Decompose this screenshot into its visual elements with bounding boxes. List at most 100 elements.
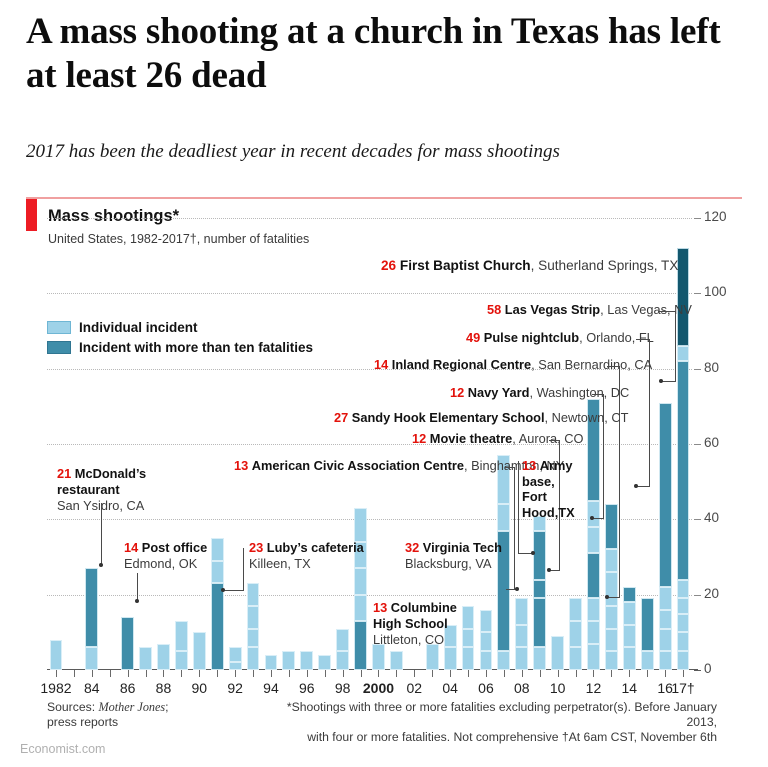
bar-1982[interactable] (49, 639, 63, 670)
leader-lubys-v (243, 548, 244, 590)
chart-title: Mass shootings* (48, 207, 180, 225)
gridline-60 (47, 444, 692, 446)
bar-1995[interactable] (282, 651, 296, 670)
bar-2010[interactable] (551, 636, 565, 670)
bar-1988[interactable] (157, 643, 170, 670)
annotation-value-movie-theatre: 12 (412, 431, 427, 446)
bar-1998[interactable] (336, 628, 350, 670)
x-axis-tick-1992 (235, 670, 237, 677)
annotation-inland-regional: 14 Inland Regional Centre, San Bernardin… (374, 357, 652, 373)
bar-segment-1989-0 (174, 651, 188, 670)
annotation-value-pulse: 49 (466, 330, 481, 345)
x-axis-tick-2015 (647, 670, 649, 677)
bar-segment-1988-0 (157, 643, 170, 670)
bar-2001[interactable] (389, 651, 403, 670)
bar-segment-2013-1 (604, 628, 618, 652)
x-axis-tick-2010 (557, 670, 559, 677)
bar-2015[interactable] (640, 598, 654, 670)
annotation-first-baptist: 26 First Baptist Church, Sutherland Spri… (381, 258, 678, 274)
annotation-pulse: 49 Pulse nightclub, Orlando, FL (466, 330, 654, 346)
bar-2003[interactable] (425, 643, 439, 670)
bar-2013[interactable] (604, 504, 618, 670)
x-axis-label-1982: 1982 (40, 680, 72, 696)
leader-inland-v (619, 366, 620, 597)
bar-2017[interactable] (676, 248, 690, 670)
bar-1989[interactable] (174, 621, 188, 670)
bar-2014[interactable] (622, 587, 636, 670)
bar-1996[interactable] (300, 651, 314, 670)
bar-1984[interactable] (85, 568, 99, 670)
bar-segment-2017-2 (676, 613, 690, 633)
legend-label-individual: Individual incident (79, 320, 198, 335)
leader-movie-v (559, 440, 560, 570)
bar-segment-2008-1 (515, 624, 529, 648)
annotation-loc-sandy-hook: , Newtown, CT (544, 410, 629, 425)
x-axis-tick-2001 (396, 670, 398, 677)
bar-2012[interactable] (587, 398, 600, 670)
leader-movie-h (549, 440, 559, 441)
bar-segment-1984-1 (85, 568, 99, 648)
x-axis-tick-1984 (91, 670, 93, 677)
annotation-place-movie-theatre: Movie theatre (429, 431, 513, 446)
bar-2004[interactable] (443, 624, 457, 670)
bar-2011[interactable] (569, 598, 582, 670)
bar-segment-2009-0 (533, 647, 547, 670)
leader-las-vegas-h (658, 311, 675, 312)
bar-segment-2015-0 (640, 651, 654, 670)
bar-segment-2008-2 (515, 598, 529, 625)
x-axis-tick-2005 (468, 670, 470, 677)
page-headline: A mass shooting at a church in Texas has… (26, 11, 721, 96)
annotation-place-las-vegas: Las Vegas Strip (504, 302, 601, 317)
bar-1990[interactable] (192, 632, 206, 670)
bar-segment-2011-0 (569, 647, 582, 670)
bar-2005[interactable] (461, 605, 475, 670)
annotation-loc-columbine: Littleton, CO (373, 632, 445, 647)
bar-2016[interactable] (658, 402, 672, 670)
leader-dot-navy (590, 516, 594, 520)
bar-segment-2017-1 (676, 632, 690, 652)
bar-segment-2009-2 (533, 579, 547, 599)
annotation-loc-fort-hood: Fort Hood,TX (522, 489, 575, 520)
bar-1997[interactable] (318, 654, 332, 670)
bar-2006[interactable] (479, 609, 493, 670)
bar-segment-2003-0 (425, 643, 439, 670)
x-axis-label-1988: 88 (155, 680, 172, 696)
bar-1991[interactable] (210, 538, 224, 670)
leader-las-vegas-h2 (662, 381, 676, 382)
bar-1999[interactable] (354, 508, 367, 670)
bar-segment-2004-1 (443, 624, 457, 648)
x-axis-label-2004: 04 (442, 680, 458, 696)
bar-1994[interactable] (264, 654, 278, 670)
annotation-columbine: 13 Columbine High School Littleton, CO (373, 600, 483, 648)
leader-mcdonalds-v (101, 503, 102, 565)
leader-dot-inland (605, 595, 609, 599)
bar-segment-2013-2 (604, 605, 618, 629)
bar-1993[interactable] (246, 583, 260, 670)
bar-segment-2013-5 (604, 504, 618, 550)
bar-segment-2012-6 (587, 398, 600, 501)
annotation-movie-theatre: 12 Movie theatre, Aurora, CO (412, 431, 583, 447)
bar-segment-2009-4 (533, 515, 547, 531)
annotation-loc-post-office: Edmond, OK (124, 556, 198, 571)
annotation-place-navy-yard: Navy Yard (467, 385, 530, 400)
chart-sources: Sources: Mother Jones; press reports (47, 700, 169, 730)
x-axis-label-2014: 14 (621, 680, 638, 696)
annotation-place-lubys: Luby’s cafeteria (266, 540, 364, 555)
bar-segment-2014-1 (622, 624, 636, 648)
x-axis-tick-2014 (629, 670, 631, 677)
x-axis-tick-1999 (360, 670, 362, 677)
bar-segment-2013-4 (604, 549, 618, 573)
bar-1987[interactable] (139, 647, 152, 670)
bar-1986[interactable] (121, 617, 135, 670)
x-axis-label-1992: 92 (227, 680, 243, 696)
bar-2009[interactable] (533, 515, 547, 670)
bar-segment-1991-1 (210, 560, 224, 584)
bar-1992[interactable] (228, 647, 242, 670)
bar-2008[interactable] (515, 598, 529, 670)
bar-2000[interactable] (372, 643, 385, 670)
header-rule (26, 197, 742, 199)
x-axis-tick-2004 (450, 670, 452, 677)
x-axis-label-2006: 06 (478, 680, 494, 696)
bar-segment-1991-0 (210, 583, 224, 670)
leader-dot-post-office (135, 599, 139, 603)
